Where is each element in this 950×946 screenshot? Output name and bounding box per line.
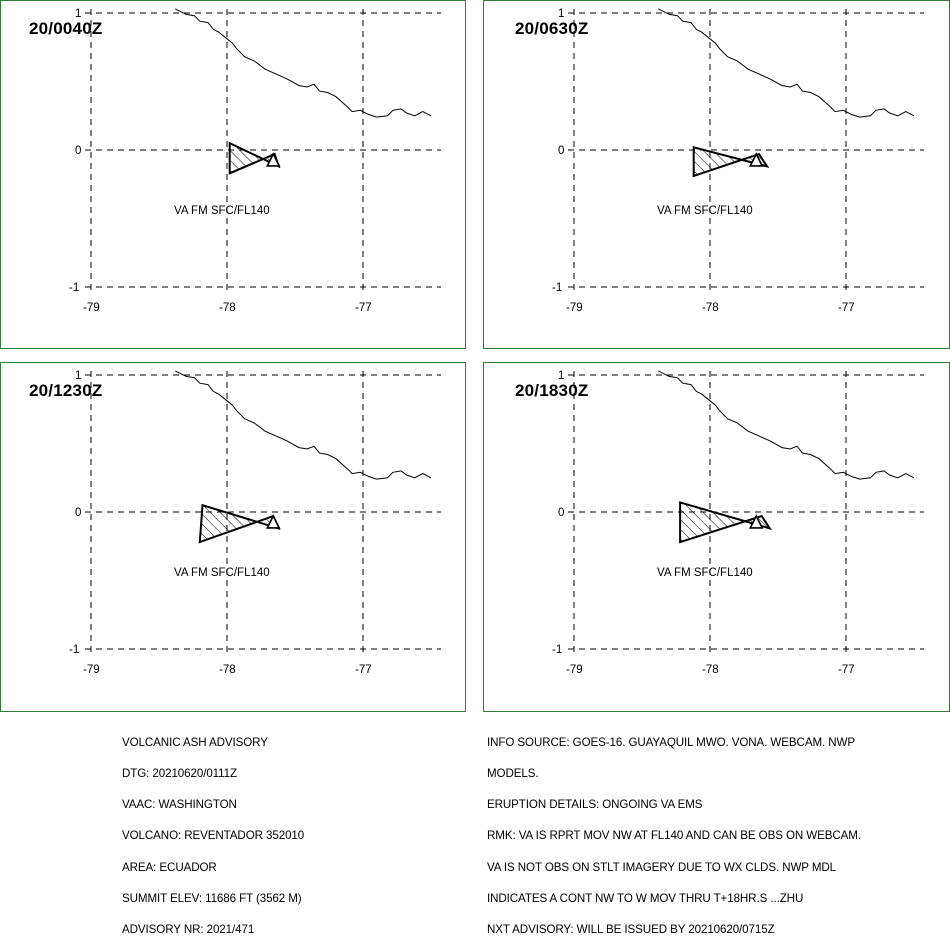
advisory-line: SUMMIT ELEV: 11686 FT (3562 M) [122,891,302,905]
advisory-line: INFO SOURCE: GOES-16. GUAYAQUIL MWO. VON… [487,735,855,749]
y-tick-label: 1 [558,8,564,20]
y-tick-label: 1 [75,370,81,382]
flight-level-label: VA FM SFC/FL140 [657,205,753,217]
advisory-line: VA IS NOT OBS ON STLT IMAGERY DUE TO WX … [487,860,837,874]
y-tick-label: 0 [558,145,564,157]
advisory-line: ERUPTION DETAILS: ONGOING VA EMS [487,798,703,812]
advisory-line: AREA: ECUADOR [122,860,217,874]
panel-time: 20/0040Z [29,19,103,38]
forecast-panel-2: -79 -78 -77 1 0 -1 VA FM SFC/FL140 20/0630Z [483,0,950,349]
volcano-icon [265,152,281,167]
volcano-icon [748,514,764,529]
y-tick-label: 1 [75,8,81,20]
ash-cloud-polygon [228,141,281,175]
y-tick-label: -1 [69,644,79,656]
flight-level-label: VA FM SFC/FL140 [174,567,270,579]
volcano-icon [748,152,764,167]
forecast-panel-1: -79 -78 -77 1 0 -1 VA FM SFC/FL140 20/0040Z [0,0,466,349]
map-4: -79 -78 -77 1 0 -1 VA FM SFC/FL140 [552,370,924,676]
advisory-remarks: INFO SOURCE: GOES-16. GUAYAQUIL MWO. VON… [487,717,861,946]
map-1: -79 -78 -77 1 0 -1 VA FM SFC/FL140 [69,8,441,314]
advisory-line: VAAC: WASHINGTON [122,798,237,812]
x-tick-label: -77 [355,302,372,314]
x-tick-label: -79 [566,664,583,676]
coastline [658,370,915,480]
x-tick-label: -78 [219,302,236,314]
ash-cloud-polygon [679,501,773,544]
coastline [175,370,432,480]
advisory-line: VOLCANIC ASH ADVISORY [122,735,268,749]
coastline [175,8,432,118]
ash-cloud-polygon [198,503,281,544]
flight-level-label: VA FM SFC/FL140 [657,567,753,579]
map-2: -79 -78 -77 1 0 -1 VA FM SFC/FL140 [552,8,924,314]
x-tick-label: -77 [355,664,372,676]
map-3: -79 -78 -77 1 0 -1 VA FM SFC/FL140 [69,370,441,676]
advisory-header: VOLCANIC ASH ADVISORY DTG: 20210620/0111… [122,717,304,946]
x-tick-label: -78 [702,664,719,676]
panel-time: 20/1230Z [29,381,103,400]
x-tick-label: -79 [83,664,100,676]
y-tick-label: 0 [75,145,81,157]
y-tick-label: -1 [69,282,79,294]
advisory-line: INDICATES A CONT NW TO W MOV THRU T+18HR… [487,891,804,905]
x-tick-label: -78 [702,302,719,314]
forecast-panel-3: -79 -78 -77 1 0 -1 VA FM SFC/FL140 20/1230Z [0,362,466,712]
y-tick-label: -1 [552,282,562,294]
x-tick-label: -78 [219,664,236,676]
volcano-icon [265,514,281,529]
advisory-line: ADVISORY NR: 2021/471 [122,923,255,937]
y-tick-label: -1 [552,644,562,656]
x-tick-label: -77 [838,302,855,314]
ash-cloud-polygon [692,146,770,178]
x-tick-label: -79 [83,302,100,314]
advisory-line: MODELS. [487,767,539,781]
y-tick-label: 0 [558,507,564,519]
x-tick-label: -77 [838,664,855,676]
panel-time: 20/0630Z [515,19,589,38]
advisory-line: DTG: 20210620/0111Z [122,767,237,781]
y-tick-label: 0 [75,507,81,519]
forecast-panel-4: -79 -78 -77 1 0 -1 VA FM SFC/FL140 20/1830Z [483,362,950,712]
flight-level-label: VA FM SFC/FL140 [174,205,270,217]
advisory-line: VOLCANO: REVENTADOR 352010 [122,829,305,843]
y-tick-label: 1 [558,370,564,382]
x-tick-label: -79 [566,302,583,314]
advisory-line: RMK: VA IS RPRT MOV NW AT FL140 AND CAN … [487,829,861,843]
panel-time: 20/1830Z [515,381,589,400]
advisory-line: NXT ADVISORY: WILL BE ISSUED BY 20210620… [487,923,775,937]
coastline [658,8,915,118]
